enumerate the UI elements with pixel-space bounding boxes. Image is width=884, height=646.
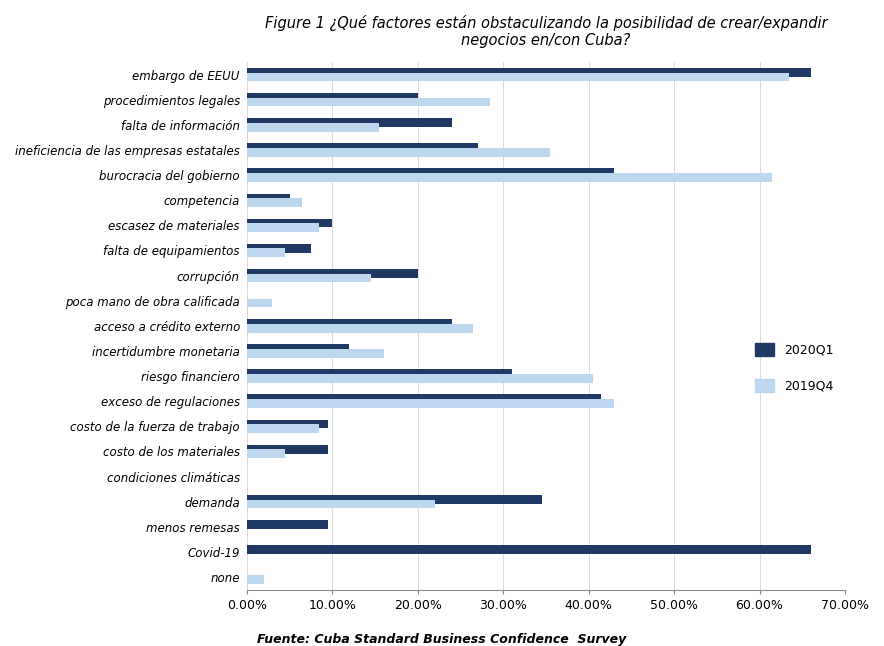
Bar [247,495,542,504]
Bar [247,344,349,353]
Bar [247,244,311,253]
Bar [247,143,477,152]
Bar [247,218,332,227]
Bar [247,374,593,383]
Bar [247,123,379,132]
Bar [247,370,512,378]
Bar [247,444,328,453]
Bar [247,72,789,81]
Bar [247,399,614,408]
Bar [247,118,452,127]
Bar [247,575,264,584]
Bar [247,273,370,282]
Bar [247,98,491,107]
Bar [247,169,614,177]
Bar [247,93,418,102]
Bar [247,298,272,307]
Bar [247,420,328,428]
Bar [247,424,319,433]
Bar [247,148,550,157]
Bar [247,173,773,182]
Bar [247,249,286,257]
Bar [247,224,319,232]
Legend: 2020Q1, 2019Q4: 2020Q1, 2019Q4 [751,338,839,398]
Bar [247,520,328,529]
Title: Figure 1 ¿Qué factores están obstaculizando la posibilidad de crear/expandir
neg: Figure 1 ¿Qué factores están obstaculiza… [264,15,827,48]
Bar [247,499,435,508]
Bar [247,68,811,77]
Bar [247,194,290,202]
Bar [247,319,452,328]
Bar [247,349,384,358]
Bar [247,269,418,278]
Bar [247,395,601,403]
Bar [247,545,811,554]
Text: Fuente: Cuba Standard Business Confidence  Survey: Fuente: Cuba Standard Business Confidenc… [257,633,627,646]
Bar [247,324,473,333]
Bar [247,450,286,458]
Bar [247,198,302,207]
